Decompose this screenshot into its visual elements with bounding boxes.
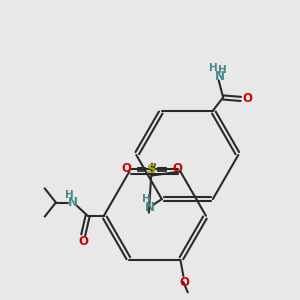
Text: O: O	[179, 276, 189, 289]
Text: N: N	[68, 196, 78, 209]
Text: N: N	[215, 70, 225, 83]
Text: N: N	[144, 201, 154, 214]
Text: H: H	[65, 190, 74, 200]
Text: H: H	[209, 63, 218, 73]
Text: O: O	[172, 162, 182, 175]
Text: H: H	[142, 194, 150, 204]
Text: H: H	[218, 65, 226, 75]
Text: O: O	[242, 92, 252, 105]
Text: S: S	[147, 163, 157, 176]
Text: O: O	[78, 235, 88, 248]
Text: O: O	[122, 162, 132, 175]
